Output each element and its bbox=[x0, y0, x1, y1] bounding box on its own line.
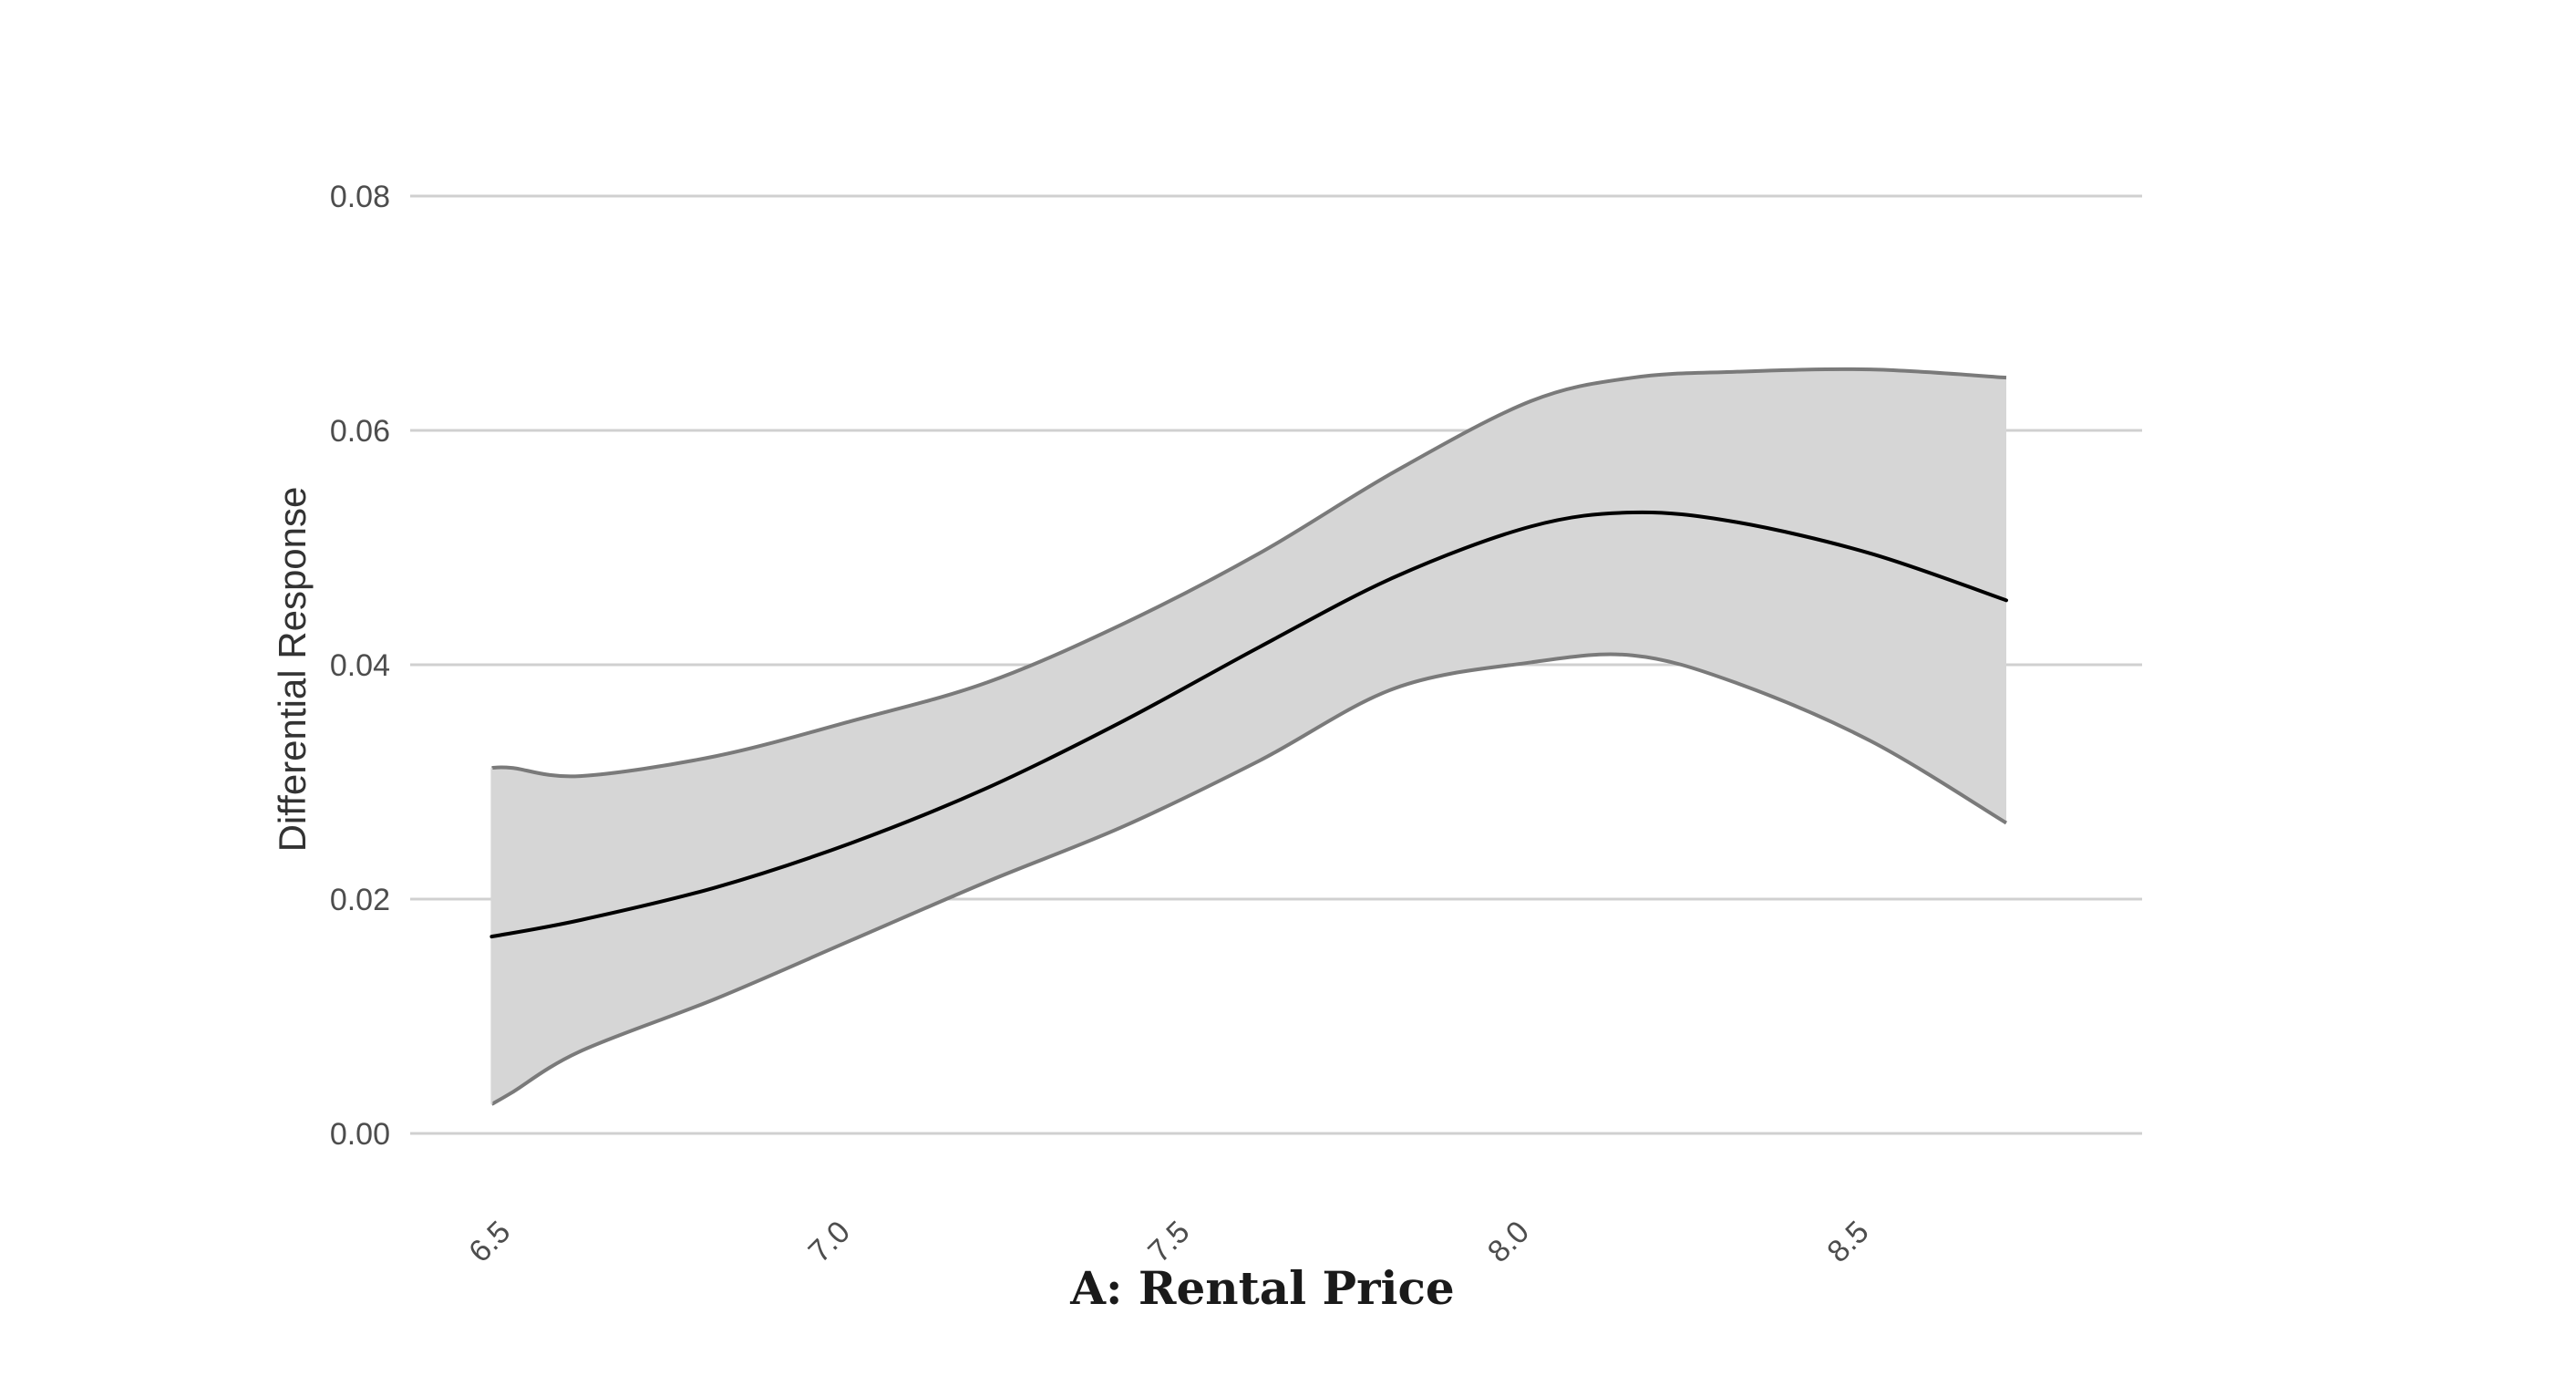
x-tick-label: 7.0 bbox=[802, 1215, 857, 1269]
x-tick-label: 8.5 bbox=[1820, 1215, 1875, 1269]
lower-bound-line bbox=[490, 652, 2008, 1106]
y-tick-label: 0.04 bbox=[330, 648, 390, 683]
y-tick-label: 0.02 bbox=[330, 883, 390, 917]
x-axis-title: A: Rental Price bbox=[1069, 1261, 1454, 1315]
confidence-band bbox=[490, 367, 2008, 1106]
y-tick-label: 0.00 bbox=[330, 1117, 390, 1152]
upper-bound-line bbox=[491, 367, 2007, 779]
estimate-line bbox=[489, 510, 2008, 939]
confidence-band-area bbox=[491, 368, 2006, 1104]
x-tick-label: 6.5 bbox=[462, 1215, 517, 1269]
y-axis-title: Differential Response bbox=[271, 487, 314, 853]
y-tick-label: 0.08 bbox=[330, 180, 390, 214]
series-lines bbox=[489, 510, 2008, 939]
x-tick-label: 8.0 bbox=[1481, 1215, 1536, 1269]
y-axis-ticks: 0.00 0.02 0.04 0.06 0.08 bbox=[330, 180, 390, 1152]
y-tick-label: 0.06 bbox=[330, 414, 390, 449]
